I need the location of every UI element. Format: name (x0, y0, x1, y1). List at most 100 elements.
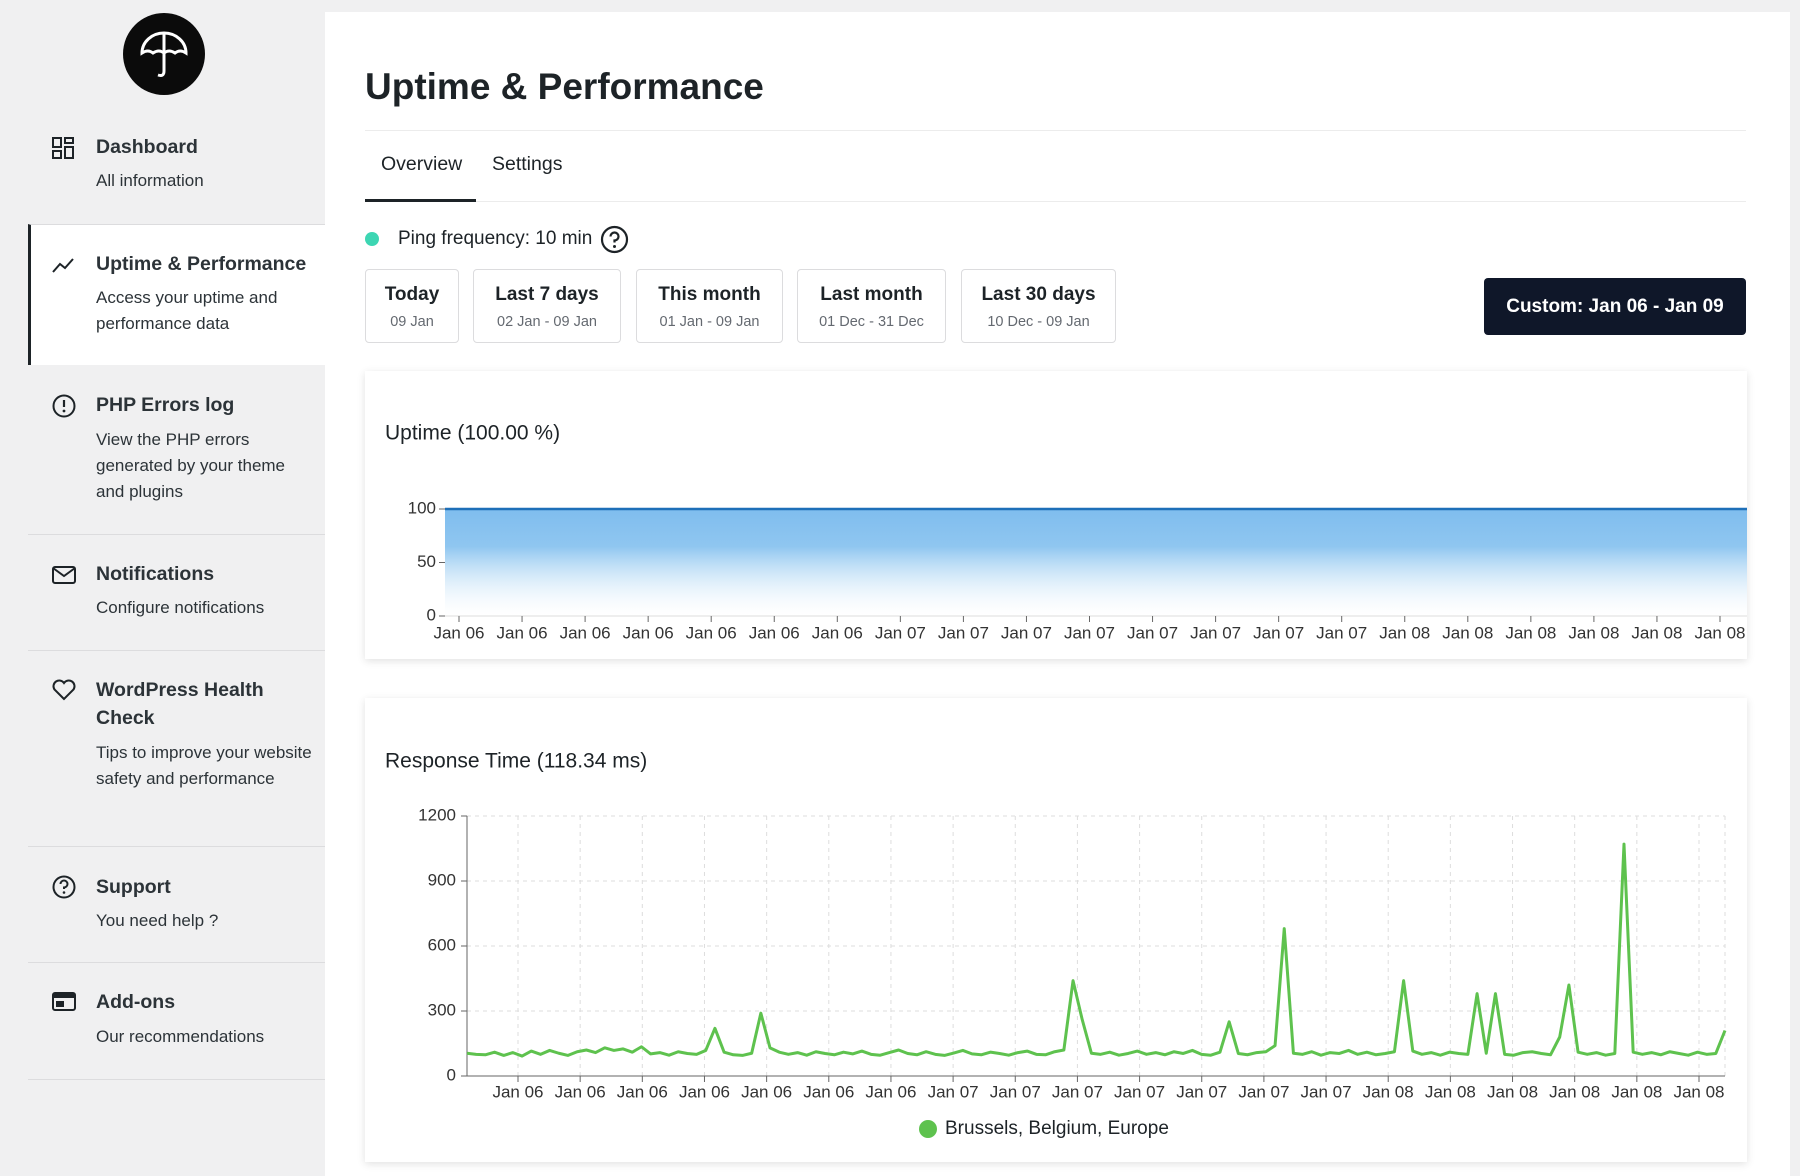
dashboard-icon (52, 137, 74, 159)
range-dates: 01 Dec - 31 Dec (819, 314, 924, 330)
status-dot (365, 232, 379, 246)
divider (365, 201, 1746, 202)
errors-icon (52, 394, 76, 418)
y-tick-label: 300 (428, 1000, 456, 1019)
range-button[interactable]: Last 7 days 02 Jan - 09 Jan (473, 269, 621, 343)
logo[interactable] (123, 13, 205, 95)
x-tick-label: Jan 08 (1568, 623, 1619, 642)
help-icon[interactable] (600, 225, 629, 254)
divider (365, 130, 1746, 131)
x-tick-label: Jan 06 (749, 623, 800, 642)
range-dates: 09 Jan (390, 314, 434, 330)
x-tick-label: Jan 07 (1301, 1082, 1352, 1101)
x-tick-label: Jan 06 (865, 1082, 916, 1101)
x-tick-label: Jan 08 (1673, 1082, 1724, 1101)
menu-title[interactable]: Add-ons (96, 991, 176, 1013)
notifications-icon (52, 566, 76, 584)
custom-range-button[interactable]: Custom: Jan 06 - Jan 09 (1484, 278, 1746, 335)
menu-description: Our recommendations (96, 1027, 265, 1046)
range-label: Last 30 days (981, 284, 1096, 305)
menu-title[interactable]: PHP Errors log (96, 394, 235, 416)
x-tick-label: Jan 06 (812, 623, 863, 642)
x-tick-label: Jan 07 (1316, 623, 1367, 642)
menu-description: View the PHP errors generated by your th… (96, 430, 286, 501)
separator (28, 962, 325, 963)
tab[interactable]: Overview (381, 153, 463, 175)
ping-frequency: Ping frequency: 10 min (398, 228, 593, 249)
separator (28, 534, 325, 535)
y-tick-label: 900 (428, 870, 456, 889)
range-label: Today (384, 284, 440, 305)
menu-title[interactable]: WordPress Health Check (96, 679, 264, 729)
y-tick-label: 100 (408, 498, 436, 517)
x-tick-label: Jan 08 (1549, 1082, 1600, 1101)
uptime-area (445, 509, 1747, 616)
x-tick-label: Jan 06 (623, 623, 674, 642)
x-tick-label: Jan 08 (1425, 1082, 1476, 1101)
x-tick-label: Jan 08 (1363, 1082, 1414, 1101)
x-tick-label: Jan 07 (990, 1082, 1041, 1101)
range-label: This month (658, 284, 761, 305)
range-dates: 02 Jan - 09 Jan (497, 314, 597, 330)
chart-title: Response Time (118.34 ms) (385, 750, 647, 773)
x-tick-label: Jan 08 (1379, 623, 1430, 642)
range-button[interactable]: Last 30 days 10 Dec - 09 Jan (961, 269, 1116, 343)
x-tick-label: Jan 06 (492, 1082, 543, 1101)
x-tick-label: Jan 06 (497, 623, 548, 642)
x-tick-label: Jan 07 (1064, 623, 1115, 642)
menu-title[interactable]: Support (96, 876, 171, 898)
chart-card (365, 698, 1747, 1162)
range-dates: 01 Jan - 09 Jan (659, 314, 760, 330)
x-tick-label: Jan 07 (1176, 1082, 1227, 1101)
x-tick-label: Jan 06 (560, 623, 611, 642)
y-tick-label: 50 (417, 552, 436, 571)
response-line (466, 842, 1727, 1058)
x-tick-label: Jan 08 (1611, 1082, 1662, 1101)
x-tick-label: Jan 06 (555, 1082, 606, 1101)
y-tick-label: 600 (428, 935, 456, 954)
range-button[interactable]: Last month 01 Dec - 31 Dec (797, 269, 946, 343)
range-button[interactable]: This month 01 Jan - 09 Jan (636, 269, 783, 343)
addons-icon (52, 992, 76, 1011)
tab[interactable]: Settings (492, 153, 563, 175)
x-tick-label: Jan 06 (617, 1082, 668, 1101)
y-tick-label: 0 (427, 605, 436, 624)
x-tick-label: Jan 06 (686, 623, 737, 642)
x-tick-label: Jan 07 (1114, 1082, 1165, 1101)
range-label: Last 7 days (495, 284, 599, 305)
menu-description: All information (96, 171, 204, 190)
page-title: Uptime & Performance (365, 66, 764, 107)
x-tick-label: Jan 07 (1052, 1082, 1103, 1101)
support-icon (52, 875, 76, 899)
x-tick-label: Jan 08 (1694, 623, 1745, 642)
x-tick-label: Jan 07 (928, 1082, 979, 1101)
x-tick-label: Jan 07 (1238, 1082, 1289, 1101)
separator (28, 650, 325, 651)
menu-description: You need help ? (96, 911, 219, 930)
x-tick-label: Jan 08 (1487, 1082, 1538, 1101)
x-tick-label: Jan 08 (1505, 623, 1556, 642)
menu-title[interactable]: Dashboard (96, 136, 198, 158)
active-tab-underline (365, 199, 476, 202)
health-icon (52, 679, 76, 701)
chart-title: Uptime (100.00 %) (385, 422, 560, 445)
x-tick-label: Jan 07 (938, 623, 989, 642)
x-tick-label: Jan 06 (433, 623, 484, 642)
legend-label: Brussels, Belgium, Europe (945, 1118, 1169, 1139)
separator (28, 1079, 325, 1080)
menu-description: Tips to improve your website safety and … (96, 743, 312, 788)
active-item[interactable] (28, 224, 325, 365)
x-tick-label: Jan 07 (875, 623, 926, 642)
legend-marker (919, 1120, 937, 1138)
range-dates: 10 Dec - 09 Jan (987, 314, 1090, 330)
range-button[interactable]: Today 09 Jan (365, 269, 459, 343)
menu-title[interactable]: Uptime & Performance (96, 253, 307, 275)
x-tick-label: Jan 06 (803, 1082, 854, 1101)
menu-description: Configure notifications (96, 598, 265, 617)
x-tick-label: Jan 07 (1190, 623, 1241, 642)
range-label: Last month (820, 284, 923, 305)
menu-title[interactable]: Notifications (96, 563, 215, 585)
y-tick-label: 1200 (418, 805, 456, 824)
